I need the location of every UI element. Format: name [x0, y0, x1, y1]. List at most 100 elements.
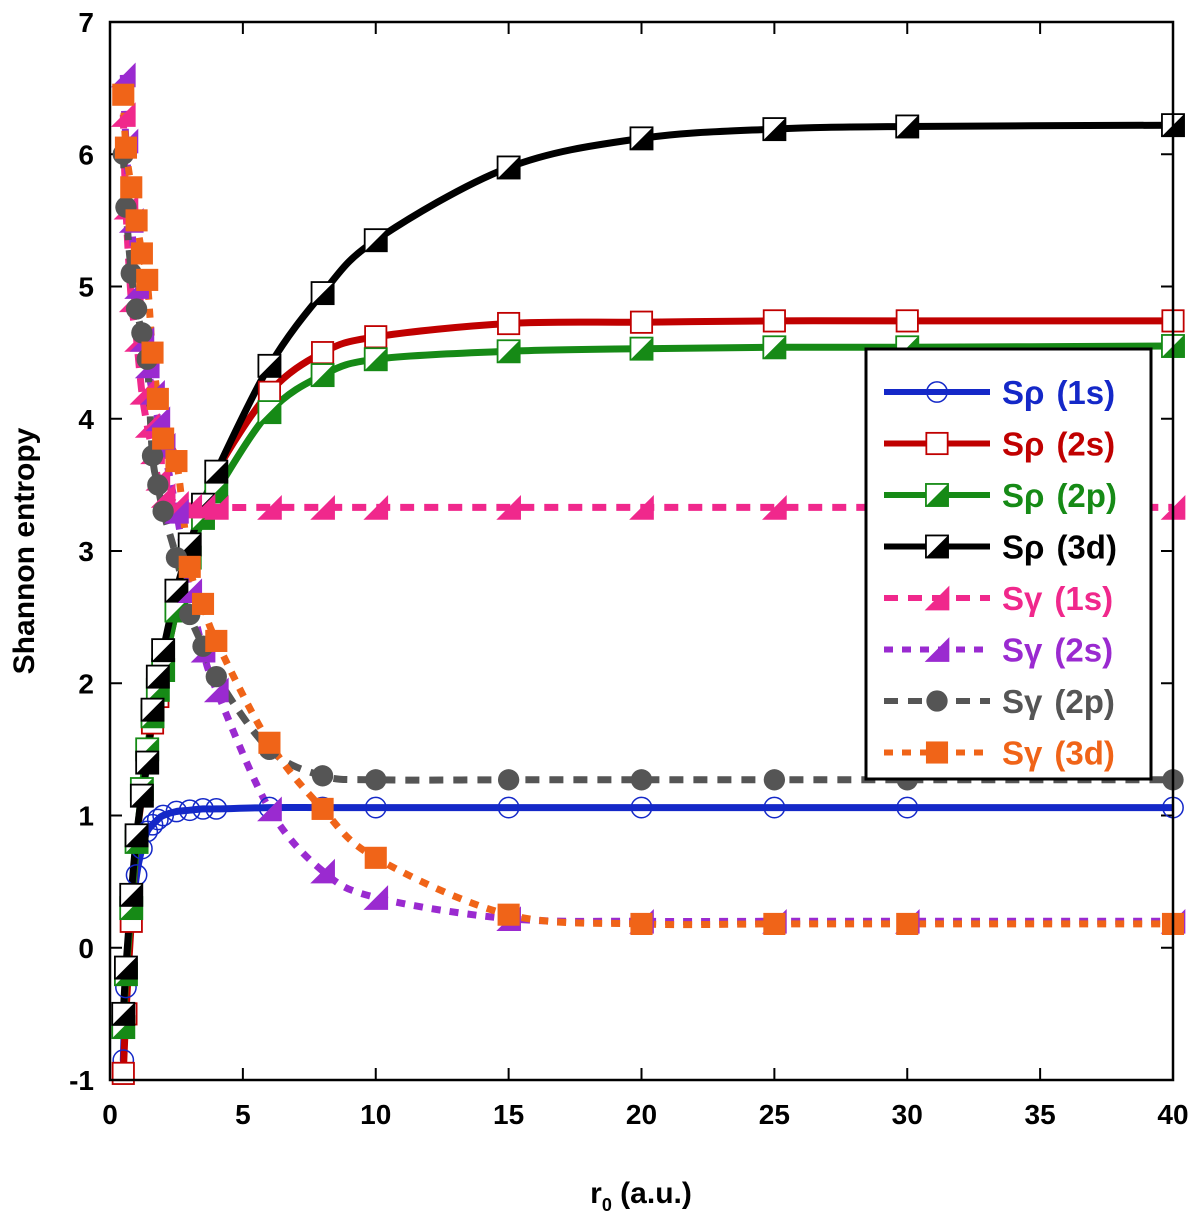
y-tick-label: 1: [78, 801, 94, 832]
data-point-gamma-3d: [364, 846, 387, 869]
legend-item-gamma-2s: Sγ (2s): [884, 632, 1113, 669]
legend-label-state: (2s): [1056, 426, 1115, 463]
data-point-gamma-2s: [134, 353, 160, 379]
data-point-rho-3d: [140, 697, 165, 722]
data-point-gamma-2p: [131, 322, 153, 344]
x-tick-label: 0: [102, 1099, 118, 1130]
data-point-rho-1s: [364, 796, 387, 819]
x-tick-label: 5: [235, 1099, 251, 1130]
legend-label-state: (2s): [1054, 632, 1113, 669]
data-point-rho-3d: [119, 882, 144, 907]
data-point-rho-2s: [762, 309, 786, 333]
y-tick-label: 6: [78, 139, 94, 170]
data-point-gamma-2s: [310, 858, 335, 884]
data-point-gamma-2p: [630, 769, 653, 791]
data-point-gamma-1s: [203, 495, 229, 520]
legend-item-gamma-1s: Sγ (1s): [884, 580, 1113, 617]
data-point-gamma-2s: [203, 677, 229, 703]
legend-item-gamma-2p: Sγ (2p): [884, 683, 1115, 720]
x-tick-label: 20: [626, 1099, 657, 1130]
data-point-gamma-3d: [120, 176, 143, 199]
data-point-rho-2s: [629, 310, 654, 334]
data-point-rho-1s: [178, 799, 201, 822]
data-point-gamma-2s: [145, 406, 171, 432]
legend-item-gamma-3d: Sγ (3d): [884, 735, 1115, 772]
legend-swatch-marker: [925, 534, 949, 559]
data-point-gamma-1s: [257, 495, 282, 520]
data-point-gamma-3d: [114, 136, 137, 159]
data-point-gamma-1s: [110, 102, 136, 127]
legend-label-state: (2p): [1054, 683, 1115, 720]
data-point-gamma-1s: [310, 495, 335, 520]
data-point-gamma-3d: [112, 83, 135, 106]
data-point-gamma-3d: [146, 387, 169, 410]
legend-label: Sγ (1s): [1002, 580, 1113, 617]
data-point-rho-2p: [762, 335, 787, 360]
data-point-rho-1s: [896, 796, 919, 819]
legend-box: [864, 347, 1153, 781]
legend-swatch-marker: [925, 483, 949, 507]
y-axis-title: Shannon entropy: [8, 427, 41, 674]
data-point-gamma-2p: [205, 665, 227, 688]
data-point-rho-2p: [629, 336, 654, 361]
y-tick-label: -1: [69, 1065, 94, 1096]
data-point-gamma-1s: [496, 495, 521, 520]
data-point-rho-1s: [763, 796, 786, 819]
x-axis-title: r0 (a.u.): [590, 1177, 692, 1215]
data-point-rho-3d: [124, 823, 149, 848]
legend-swatch-marker: [925, 741, 949, 764]
data-point-rho-2s: [895, 309, 919, 333]
data-point-rho-3d: [151, 638, 176, 663]
data-point-gamma-3d: [896, 912, 919, 935]
data-point-gamma-1s: [762, 495, 787, 520]
legend-swatch-marker: [926, 690, 948, 712]
legend-label-state: (1s): [1056, 374, 1115, 411]
legend: Sρ (1s) Sρ (2s) Sρ (2p) Sρ (3d) Sγ (1s) Sγ (2s) Sγ (2…: [864, 347, 1153, 781]
legend-label-prefix: Sρ: [1002, 374, 1044, 411]
data-point-rho-3d: [177, 532, 202, 557]
data-point-rho-3d: [164, 578, 189, 603]
data-point-gamma-3d: [191, 592, 215, 615]
legend-label-prefix: Sρ: [1002, 426, 1044, 463]
data-point-rho-3d: [113, 955, 138, 980]
data-point-rho-1s: [125, 864, 148, 886]
data-point-rho-3d: [129, 783, 154, 808]
data-point-rho-3d: [204, 459, 229, 484]
data-point-gamma-1s: [150, 483, 176, 508]
legend-label-state: (1s): [1054, 580, 1113, 617]
data-point-gamma-2p: [152, 500, 174, 522]
data-point-gamma-3d: [763, 912, 786, 935]
legend-swatch-marker: [924, 585, 950, 611]
data-point-gamma-3d: [630, 912, 653, 935]
legend-label-prefix: Sγ: [1002, 580, 1043, 617]
data-point-gamma-2p: [763, 769, 786, 791]
x-tick-label: 25: [759, 1099, 790, 1130]
marker-layer: [110, 62, 1186, 1085]
data-point-rho-2p: [496, 339, 521, 364]
legend-label: Sγ (3d): [1002, 735, 1115, 772]
data-point-rho-2s: [497, 311, 521, 336]
data-point-gamma-3d: [130, 242, 153, 265]
data-point-gamma-3d: [497, 903, 520, 926]
legend-swatch-marker: [924, 637, 950, 662]
legend-label-prefix: Sγ: [1002, 735, 1043, 772]
data-point-gamma-2s: [257, 796, 282, 822]
legend-label: Sγ (2p): [1002, 683, 1115, 720]
data-point-rho-2s: [257, 380, 282, 404]
data-point-rho-3d: [762, 117, 787, 142]
data-point-rho-1s: [165, 800, 188, 823]
legend-item-rho-2p: Sρ (2p): [884, 477, 1117, 514]
legend-label: Sρ (1s): [1002, 374, 1115, 411]
data-point-rho-3d: [496, 155, 521, 180]
data-point-rho-3d: [135, 750, 160, 775]
data-point-gamma-3d: [205, 629, 228, 652]
data-point-rho-1s: [192, 797, 214, 820]
data-point-gamma-3d: [141, 341, 164, 364]
data-point-rho-3d: [310, 281, 335, 306]
x-tick-label: 35: [1025, 1099, 1056, 1130]
legend-label-prefix: Sγ: [1002, 683, 1043, 720]
x-tick-label: 40: [1157, 1099, 1188, 1130]
data-point-gamma-2p: [141, 445, 164, 467]
data-point-rho-3d: [363, 228, 388, 253]
